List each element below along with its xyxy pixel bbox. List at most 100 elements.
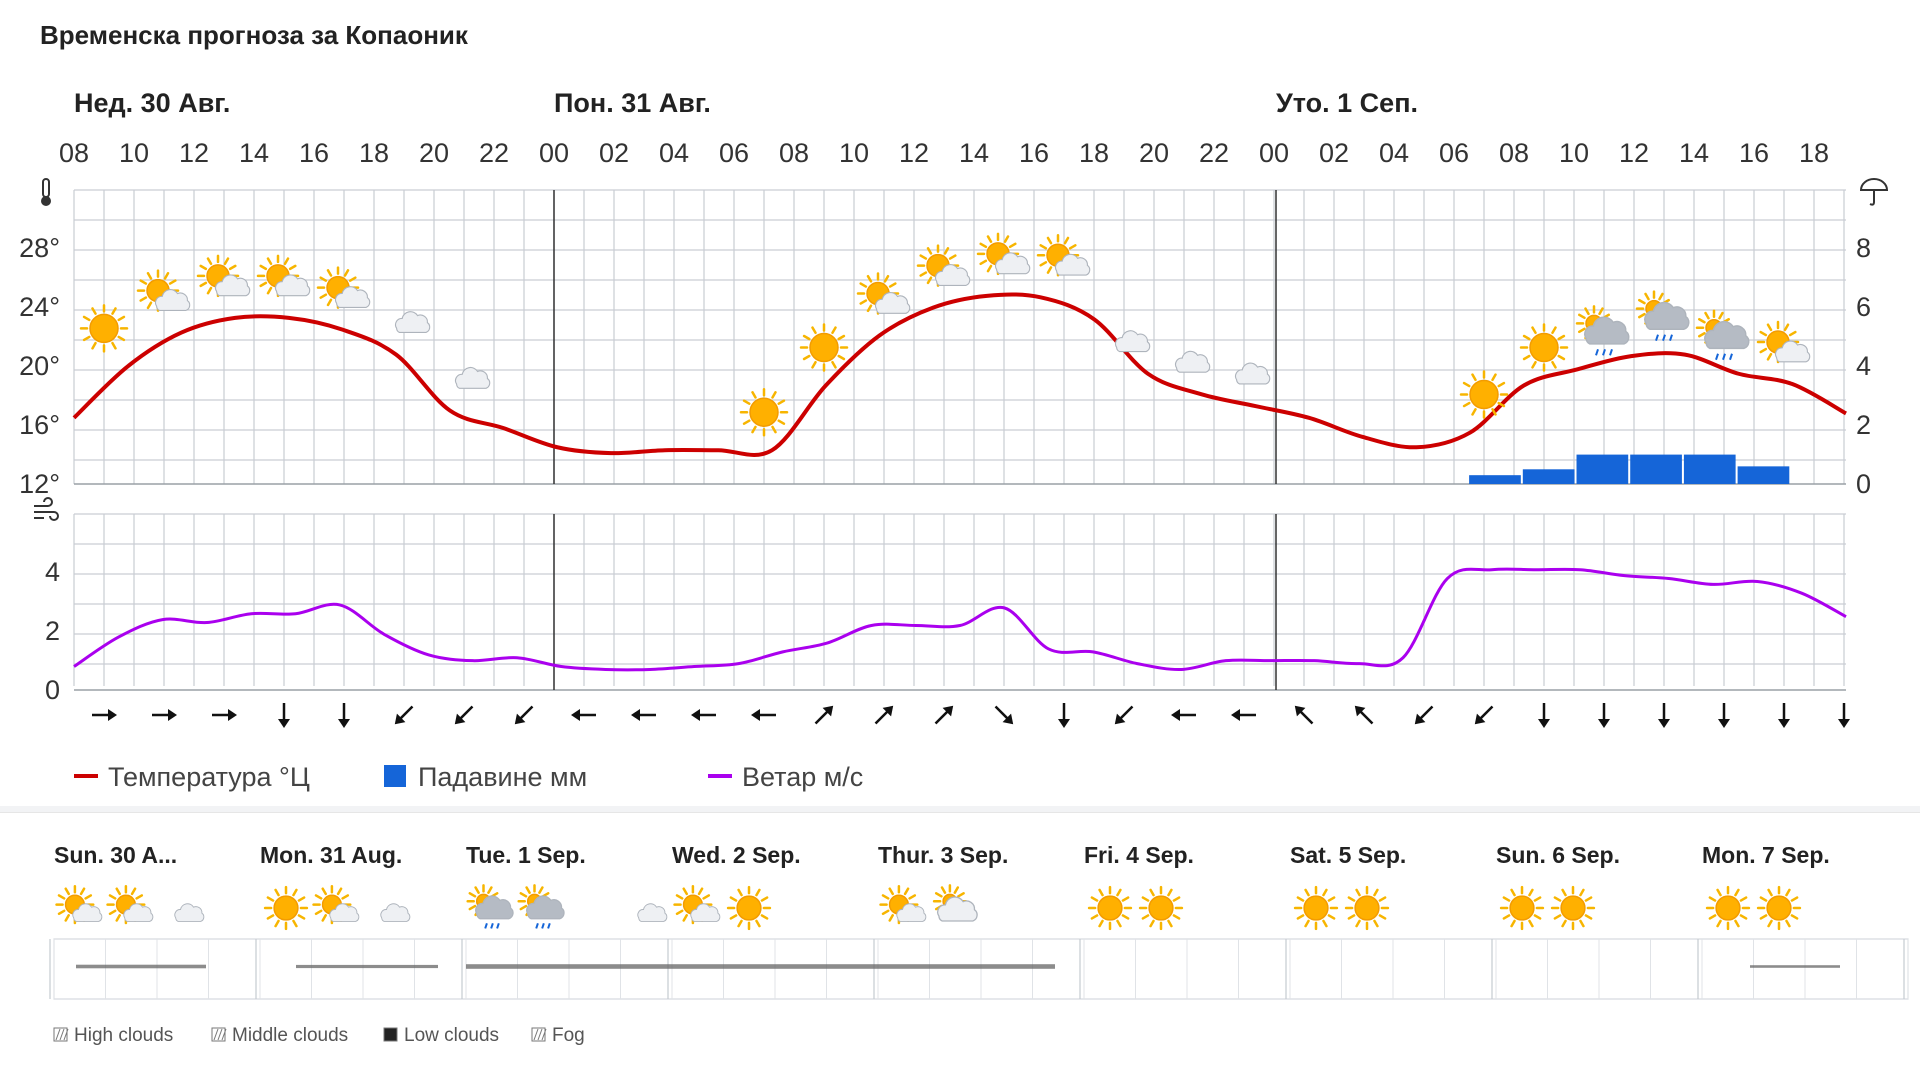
moon-cloud-icon xyxy=(633,895,668,922)
sun-disc xyxy=(273,895,299,921)
rain-drop xyxy=(1715,353,1719,361)
sun-cloud-icon xyxy=(673,885,721,925)
sun-ray xyxy=(139,296,148,302)
cloud-icon xyxy=(934,264,971,286)
sun-ray xyxy=(1522,354,1531,361)
sun-ray xyxy=(866,274,873,283)
cloud-shape xyxy=(174,903,205,922)
sun-disc xyxy=(809,332,839,363)
temp-tick: 16° xyxy=(19,410,60,440)
cloud-shape xyxy=(1644,301,1690,330)
hour-tick: 02 xyxy=(599,138,629,168)
sun-ray xyxy=(771,425,777,434)
sun-ray xyxy=(1708,914,1717,920)
sun-ray xyxy=(742,399,751,405)
sun-icon xyxy=(1550,885,1596,931)
cloud-cover-band xyxy=(76,964,206,969)
sun-ray xyxy=(802,354,811,361)
umbrella-handle xyxy=(1869,190,1875,206)
weekly-panel: Sun. 30 A... Mon. 31 Aug. Tue. 1 Sep. Wed. … xyxy=(0,812,1920,1081)
moon-icon xyxy=(791,896,804,920)
weekly-day-label: Sun. 30 A... xyxy=(54,842,177,868)
temperature-line xyxy=(72,292,1847,457)
sun-ray xyxy=(1759,347,1768,354)
sun-icon xyxy=(1087,885,1133,931)
precip-tick: 4 xyxy=(1856,351,1871,381)
wind-arrow xyxy=(874,705,894,725)
legend-swatch xyxy=(384,765,406,787)
sun-ray xyxy=(266,914,275,920)
cloud-shape xyxy=(934,264,971,286)
arrow-head xyxy=(1294,705,1306,717)
wind-arrow xyxy=(278,703,290,728)
thermometer-icon xyxy=(41,178,51,206)
sun-disc xyxy=(736,895,762,921)
sun-ray xyxy=(811,326,817,335)
sun-ray xyxy=(1116,919,1122,928)
sun-ray xyxy=(1551,360,1557,369)
sun-ray xyxy=(859,282,868,288)
cloud-icon xyxy=(174,903,205,922)
sun-ray xyxy=(888,914,894,922)
cloud-shape xyxy=(896,903,927,922)
page-title: Временска прогноза за Копаоник xyxy=(40,20,469,50)
sun-ray xyxy=(1355,888,1361,897)
sun-ray xyxy=(1584,896,1593,902)
moon-icon xyxy=(791,896,804,920)
sun-disc xyxy=(1766,895,1792,921)
cloud-icon xyxy=(454,366,491,389)
sun-ray xyxy=(292,919,298,928)
rain-icon xyxy=(1635,290,1690,341)
sun-ray xyxy=(742,419,751,425)
sun-cloud-icon xyxy=(976,232,1031,276)
arrow-head xyxy=(278,719,290,728)
sun-ray xyxy=(1378,896,1387,902)
moon-icon xyxy=(1666,896,1679,920)
sun-ray xyxy=(1039,244,1048,250)
moon-cloud-icon xyxy=(450,357,491,389)
cloud-shape xyxy=(874,291,911,314)
sun-ray xyxy=(1039,261,1048,267)
hour-tick: 18 xyxy=(359,138,389,168)
wind-axis: 0 2 4 xyxy=(34,497,60,705)
moon-icon xyxy=(694,398,709,427)
cloud-icon xyxy=(274,274,311,297)
sun-icon xyxy=(1293,885,1339,931)
sun-ray xyxy=(274,919,280,928)
cloud-icon xyxy=(123,903,154,922)
sun-ray xyxy=(1378,914,1387,920)
sun-ray xyxy=(468,904,477,911)
cloud-icon xyxy=(932,884,978,922)
hour-tick: 06 xyxy=(719,138,749,168)
sun-ray xyxy=(1553,896,1562,902)
sun-icon xyxy=(726,885,772,931)
wind-arrow xyxy=(1231,709,1256,721)
wind-arrow xyxy=(691,709,716,721)
hour-tick: 22 xyxy=(1199,138,1229,168)
sun-ray xyxy=(729,896,738,902)
sun-ray xyxy=(468,892,477,898)
hour-tick: 00 xyxy=(539,138,569,168)
sun-ray xyxy=(1510,888,1516,897)
weekly-day-label: Fri. 4 Sep. xyxy=(1084,842,1194,868)
wind-line xyxy=(73,567,1847,672)
cloud-shape xyxy=(214,274,251,297)
moon-icon xyxy=(1409,896,1422,920)
sun-ray xyxy=(1734,888,1740,897)
cloud-shape xyxy=(937,896,978,922)
rain-drop xyxy=(1722,353,1726,361)
sun-ray xyxy=(1790,896,1799,902)
cloud-shape xyxy=(1584,316,1630,345)
sun-ray xyxy=(986,235,993,243)
arrow-head xyxy=(1658,719,1670,728)
cloud-legend-label: High clouds xyxy=(74,1025,173,1046)
hour-tick: 20 xyxy=(419,138,449,168)
cloud-shape xyxy=(1054,253,1091,276)
moon-icon xyxy=(1872,896,1885,920)
sun-ray xyxy=(130,887,137,896)
sun-ray xyxy=(1704,311,1710,320)
arrow-head xyxy=(1171,709,1180,721)
sun-ray xyxy=(1638,312,1646,319)
sun-icon xyxy=(739,387,789,437)
sun-ray xyxy=(682,914,688,922)
